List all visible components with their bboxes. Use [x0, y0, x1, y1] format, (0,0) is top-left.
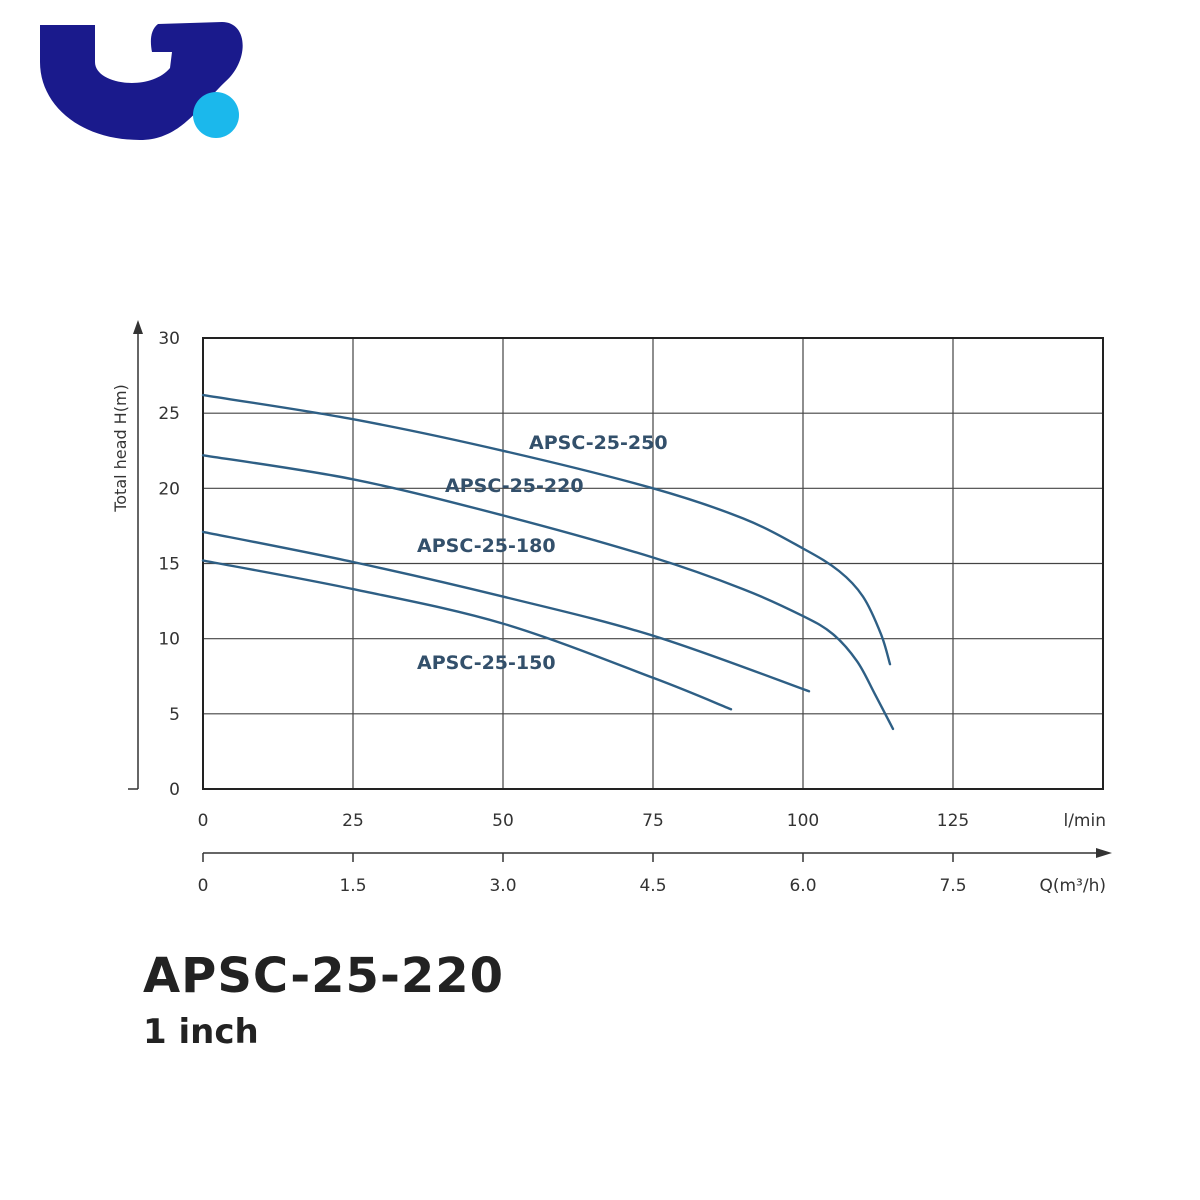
- y-tick-label: 30: [158, 329, 180, 349]
- y-tick-label: 5: [169, 705, 180, 725]
- series-label-apsc-25-220: APSC-25-220: [445, 475, 584, 497]
- plot-frame: [202, 337, 1104, 790]
- series-line-apsc-25-180: [201, 530, 811, 693]
- y-tick-label: 15: [158, 555, 180, 575]
- y-axis-arrow: [133, 320, 143, 334]
- x-tick-label: 25: [342, 811, 364, 831]
- x-tick-label: 100: [787, 811, 819, 831]
- x-axis-unit-label: l/min: [1063, 811, 1106, 831]
- series-layer: [201, 393, 895, 731]
- x2-tick-label: 7.5: [939, 876, 966, 896]
- series-line-apsc-25-220: [201, 454, 895, 731]
- x2-tick-label: 1.5: [339, 876, 366, 896]
- x2-tick-labels: 0 1.5 3.0 4.5 6.0 7.5: [198, 876, 967, 896]
- x-tick-label: 50: [492, 811, 514, 831]
- y-tick-label: 0: [169, 780, 180, 800]
- x2-axis-ticks: [202, 853, 954, 862]
- product-model-caption: APSC-25-220: [143, 948, 505, 1004]
- x2-axis-unit-label: Q(m³/h): [1039, 876, 1106, 896]
- series-label-apsc-25-250: APSC-25-250: [529, 432, 668, 454]
- x-tick-labels: 0 25 50 75 100 125: [198, 811, 970, 831]
- x-tick-label: 75: [642, 811, 664, 831]
- x2-tick-label: 3.0: [489, 876, 516, 896]
- grid: [203, 338, 1103, 789]
- y-tick-label: 10: [158, 630, 180, 650]
- x2-axis: [203, 848, 1112, 858]
- y-axis-title: Total head H(m): [111, 384, 130, 513]
- y-tick-label: 25: [158, 404, 180, 424]
- product-size-caption: 1 inch: [143, 1012, 259, 1052]
- y-tick-label: 20: [158, 479, 180, 499]
- brand-logo: [40, 22, 243, 140]
- x2-tick-label: 4.5: [639, 876, 666, 896]
- x-tick-label: 125: [937, 811, 969, 831]
- x2-axis-arrow: [1096, 848, 1112, 858]
- series-line-apsc-25-250: [201, 393, 892, 666]
- logo-arc: [40, 22, 243, 140]
- series-line-apsc-25-150: [201, 559, 733, 711]
- logo-dot: [193, 92, 239, 138]
- y-tick-labels: 0 5 10 15 20 25 30: [158, 329, 180, 800]
- y-axis: [128, 320, 143, 790]
- x2-tick-label: 6.0: [789, 876, 816, 896]
- x-tick-label: 0: [198, 811, 209, 831]
- series-label-apsc-25-150: APSC-25-150: [417, 652, 556, 674]
- series-label-apsc-25-180: APSC-25-180: [417, 535, 556, 557]
- x2-tick-label: 0: [198, 876, 209, 896]
